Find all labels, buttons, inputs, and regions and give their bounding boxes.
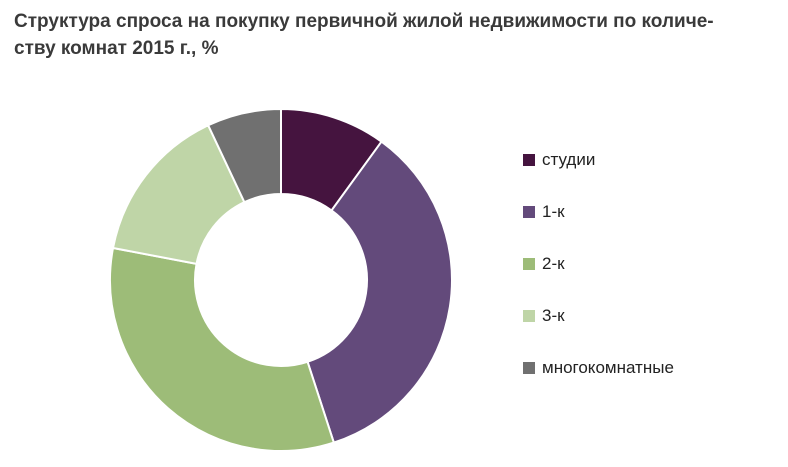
donut-slice-2 [306,140,453,444]
chart-title: Структура спроса на покупку первичной жи… [14,8,784,62]
legend-label-3: 2-к [542,254,565,273]
legend-swatch-2 [523,206,535,218]
chart-title-line-2: ству комнат 2015 г., % [14,38,219,59]
legend-swatch-3 [523,258,535,270]
donut-slice-5 [206,107,282,204]
chart-title-line-1: Структура спроса на покупку первичной жи… [14,11,714,32]
legend-label-5: многокомнатные [542,358,674,377]
legend-item-4: 3-к [523,303,674,329]
legend-item-2: 1-к [523,199,674,225]
legend-swatch-5 [523,362,535,374]
legend-item-3: 2-к [523,251,674,277]
legend-label-4: 3-к [542,306,565,325]
legend-item-1: студии [523,147,674,173]
donut-slice-3 [109,246,336,452]
legend-swatch-4 [523,310,535,322]
legend-label-1: студии [542,150,596,169]
legend-item-5: многокомнатные [523,355,674,381]
legend-label-2: 1-к [542,202,565,221]
chart-legend: студии 1-к 2-к 3-к многокомнатные [523,147,674,407]
legend-swatch-1 [523,154,535,166]
